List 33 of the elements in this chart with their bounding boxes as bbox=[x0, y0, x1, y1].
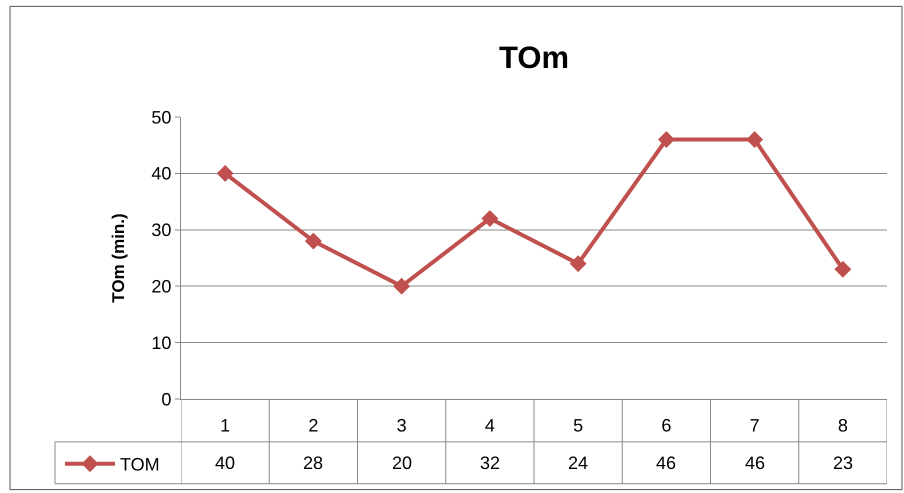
x-tick-label: 7 bbox=[750, 416, 760, 436]
point bbox=[658, 131, 675, 148]
y-axis-title: TOm (min.) bbox=[108, 213, 128, 303]
data-label: 32 bbox=[480, 453, 500, 473]
y-tick-label: 10 bbox=[151, 332, 172, 353]
legend-label: TOM bbox=[120, 454, 160, 475]
point bbox=[834, 260, 852, 278]
data-label: 23 bbox=[833, 453, 854, 473]
x-tick-label: 2 bbox=[308, 416, 318, 436]
point bbox=[216, 164, 234, 182]
y-tick-label: 50 bbox=[151, 107, 172, 128]
x-tick-label: 1 bbox=[220, 416, 230, 436]
data-label: 20 bbox=[392, 453, 412, 473]
x-tick-label: 8 bbox=[838, 416, 848, 436]
data-label: 24 bbox=[568, 453, 588, 473]
y-tick-label: 30 bbox=[151, 220, 172, 240]
x-tick-label: 3 bbox=[396, 416, 407, 436]
x-tick-label: 6 bbox=[661, 416, 672, 436]
chart-title: TOm bbox=[498, 40, 570, 75]
y-tick-label: 0 bbox=[161, 389, 172, 410]
x-tick-label: 5 bbox=[573, 416, 584, 436]
point bbox=[393, 278, 410, 295]
point bbox=[304, 232, 322, 250]
point bbox=[481, 210, 498, 227]
y-tick-label: 40 bbox=[151, 164, 172, 184]
y-tick-label: 20 bbox=[151, 276, 172, 296]
data-label: 46 bbox=[656, 453, 676, 473]
point bbox=[570, 255, 587, 272]
data-label: 28 bbox=[303, 453, 324, 473]
point bbox=[746, 131, 764, 148]
x-tick-label: 4 bbox=[484, 416, 495, 436]
data-label: 40 bbox=[215, 453, 236, 473]
data-label: 46 bbox=[745, 453, 766, 473]
